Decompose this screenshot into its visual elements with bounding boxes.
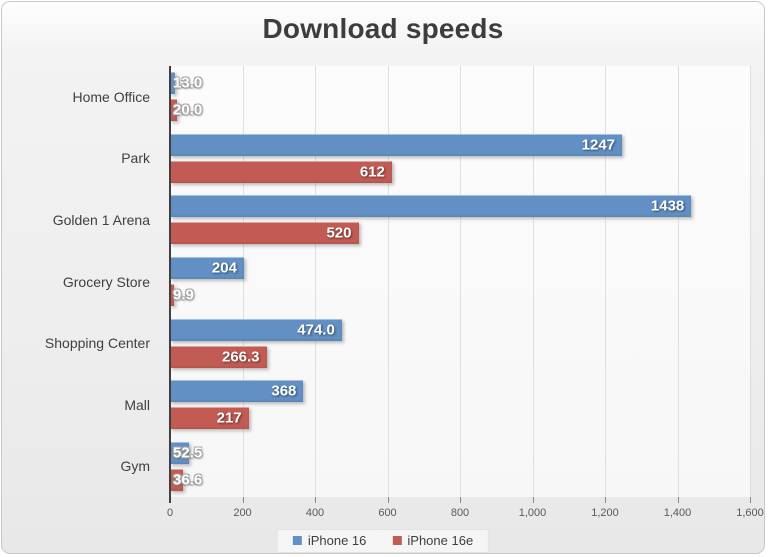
bar-data-label: 266.3: [221, 348, 260, 366]
bar-group: 1247 612: [170, 128, 750, 190]
gridline: [242, 66, 244, 497]
legend: iPhone 16 iPhone 16e: [276, 529, 490, 553]
bar-data-label: 20.0: [173, 101, 203, 119]
bar-iphone-16e: 612: [170, 160, 392, 183]
bar-data-label: 217: [216, 409, 242, 427]
plot-area: 13.0 20.0 1247 612 1438 520 204 9.9 474.0 266.3 36…: [170, 66, 751, 497]
x-axis-tick-marks: [170, 497, 751, 504]
x-axis-tick-labels: 0 200 400 600 800 1,000 1,200 1,400 1,600: [166, 507, 764, 521]
bar-data-label: 204: [211, 259, 237, 277]
x-axis-tick: [315, 497, 316, 503]
bar-data-label: 52.5: [173, 444, 203, 462]
bar-iphone-16e: 266.3: [170, 345, 267, 368]
bar-data-label: 368: [271, 382, 297, 400]
bar-iphone-16: 204: [170, 257, 244, 280]
bar-iphone-16e: 20.0: [170, 99, 202, 122]
bar-group: 13.0 20.0: [170, 66, 750, 128]
gridline: [605, 66, 606, 497]
gridline: [460, 66, 461, 497]
y-axis-category-labels: Home Office Park Golden 1 Arena Grocery Sto…: [2, 66, 160, 497]
bar-iphone-16e: 36.6: [170, 468, 202, 491]
x-axis-tick-label: 800: [450, 507, 470, 519]
gridline: [387, 66, 389, 497]
x-axis-tick: [387, 497, 389, 503]
x-axis-tick-label: 600: [378, 507, 397, 519]
x-axis-tick-label: 400: [305, 507, 325, 519]
x-axis-tick: [532, 497, 534, 503]
bar-group: 368 217: [170, 374, 750, 436]
bar-data-label: 9.9: [173, 286, 194, 304]
category-label: Grocery Store: [62, 273, 150, 290]
bar-data-label: 1247: [581, 136, 616, 154]
x-axis-tick-label: 1,600: [736, 507, 764, 519]
bar-iphone-16: 368: [170, 380, 304, 403]
bar-iphone-16: 1438: [170, 195, 692, 218]
y-axis-line: [169, 66, 171, 503]
bar-iphone-16e: 217: [170, 407, 249, 430]
bar-iphone-16: 474.0: [170, 318, 342, 341]
bar-iphone-16: 13.0: [170, 72, 202, 95]
bar-data-label: 520: [326, 224, 352, 242]
bar-iphone-16: 52.5: [170, 441, 202, 464]
chart-title: Download speeds: [262, 13, 504, 44]
legend-item: iPhone 16e: [392, 533, 473, 548]
gridline: [750, 66, 751, 497]
category-label: Park: [121, 150, 150, 167]
legend-item: iPhone 16: [292, 533, 367, 548]
legend-swatch: [292, 536, 302, 545]
gridline: [532, 66, 534, 497]
x-axis-tick-label: 1,200: [591, 507, 619, 519]
category-label: Gym: [120, 458, 150, 475]
x-axis-tick-label: 200: [233, 507, 252, 519]
legend-label: iPhone 16: [307, 533, 367, 548]
x-axis-tick-label: 1,400: [663, 507, 692, 519]
bar-group: 474.0 266.3: [170, 312, 750, 374]
bar-data-label: 474.0: [297, 321, 335, 339]
category-label: Golden 1 Arena: [52, 211, 150, 228]
category-label: Mall: [124, 396, 150, 413]
x-axis-tick: [460, 497, 461, 503]
x-axis-tick-label: 0: [166, 507, 174, 519]
bar-data-label: 36.6: [173, 471, 203, 489]
category-label: Shopping Center: [44, 335, 150, 352]
bar-group: 52.5 36.6: [170, 435, 750, 497]
bar-iphone-16e: 9.9: [170, 284, 194, 307]
bar-data-label: 612: [359, 163, 385, 181]
bar-group: 204 9.9: [170, 251, 750, 313]
legend-label: iPhone 16e: [407, 533, 474, 548]
x-axis-tick: [677, 497, 679, 503]
category-label: Home Office: [72, 88, 150, 105]
bar-data-label: 1438: [650, 197, 685, 215]
bar-data-label: 13.0: [173, 74, 203, 92]
x-axis-tick: [750, 497, 751, 503]
gridline: [677, 66, 679, 497]
x-axis-tick: [242, 497, 244, 503]
bar-iphone-16: 1247: [170, 133, 623, 156]
x-axis-tick: [605, 497, 606, 503]
legend-swatch: [392, 536, 402, 545]
bar-group: 1438 520: [170, 189, 750, 251]
gridline: [315, 66, 316, 497]
bar-iphone-16e: 520: [170, 222, 359, 245]
x-axis-tick-label: 1,000: [518, 507, 547, 519]
